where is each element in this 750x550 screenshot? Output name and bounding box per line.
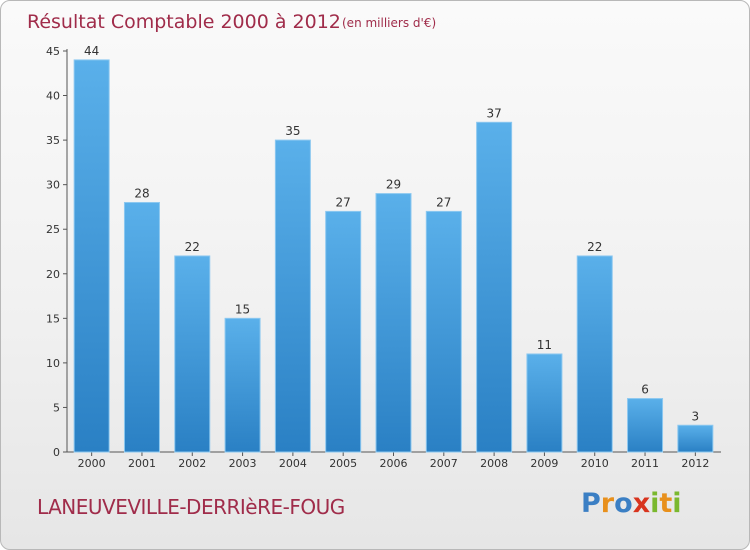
x-tick-label-2006: 2006 <box>380 457 408 470</box>
x-tick-label-2004: 2004 <box>279 457 307 470</box>
chart-subtitle: (en milliers d'€) <box>342 16 436 30</box>
bar-2008[interactable] <box>476 121 513 453</box>
bar-2006[interactable] <box>375 193 412 453</box>
bar-2009[interactable] <box>526 353 563 453</box>
data-label-2000: 44 <box>84 44 99 58</box>
bar-2000[interactable] <box>73 59 110 453</box>
x-tick-label-2012: 2012 <box>681 457 709 470</box>
data-label-2010: 22 <box>587 240 602 254</box>
bar-2002[interactable] <box>174 255 211 453</box>
logo-letter: x <box>632 488 651 519</box>
x-tick-label-2002: 2002 <box>178 457 206 470</box>
data-label-2012: 3 <box>692 409 700 423</box>
chart-bars: 44 28 22 15 35 27 29 27 37 11 22 6 3 <box>73 44 714 453</box>
x-tick-label-2003: 2003 <box>229 457 257 470</box>
y-tick-label: 45 <box>46 45 60 58</box>
y-tick-label: 10 <box>46 357 60 370</box>
x-tick-label-2011: 2011 <box>631 457 659 470</box>
data-label-2007: 27 <box>436 195 451 209</box>
data-label-2003: 15 <box>235 302 250 316</box>
logo-letter: i <box>672 488 682 519</box>
bar-2012[interactable] <box>677 424 714 453</box>
x-tick-label-2001: 2001 <box>128 457 156 470</box>
y-tick-label: 20 <box>46 268 60 281</box>
bar-2010[interactable] <box>576 255 613 453</box>
data-label-2009: 11 <box>537 338 552 352</box>
logo-letter: r <box>600 488 615 519</box>
logo-letter: P <box>581 488 601 519</box>
y-tick-label: 0 <box>53 446 60 459</box>
data-label-2001: 28 <box>134 186 149 200</box>
data-label-2002: 22 <box>185 240 200 254</box>
x-tick-label-2008: 2008 <box>480 457 508 470</box>
bar-2001[interactable] <box>123 201 160 453</box>
x-tick-label-2000: 2000 <box>78 457 106 470</box>
data-label-2011: 6 <box>641 383 649 397</box>
data-label-2008: 37 <box>486 106 501 120</box>
y-tick-label: 40 <box>46 90 60 103</box>
bar-2003[interactable] <box>224 317 261 453</box>
x-tick-label-2007: 2007 <box>430 457 458 470</box>
logo-letter: i <box>650 488 660 519</box>
chart-title: Résultat Comptable 2000 à 2012 <box>27 11 341 33</box>
data-label-2004: 35 <box>285 124 300 138</box>
bar-2007[interactable] <box>425 210 462 453</box>
y-tick-label: 35 <box>46 134 60 147</box>
bar-2005[interactable] <box>325 210 362 453</box>
chart-axes: 0 5 10 15 20 25 30 35 40 45 2000 2001 2002 2003 2004 20… <box>46 45 721 470</box>
y-tick-label: 5 <box>53 401 60 414</box>
x-tick-label-2010: 2010 <box>581 457 609 470</box>
commune-name: LANEUVEVILLE-DERRIèRE-FOUG <box>37 495 345 519</box>
bar-2011[interactable] <box>627 398 664 453</box>
y-tick-label: 15 <box>46 312 60 325</box>
proxiti-logo[interactable]: Proxiti <box>581 488 682 519</box>
x-tick-label-2005: 2005 <box>329 457 357 470</box>
logo-letter: t <box>659 488 673 519</box>
data-label-2006: 29 <box>386 178 401 192</box>
data-label-2005: 27 <box>336 195 351 209</box>
y-tick-label: 25 <box>46 223 60 236</box>
y-tick-label: 30 <box>46 179 60 192</box>
x-tick-label-2009: 2009 <box>530 457 558 470</box>
logo-letter: o <box>614 488 633 519</box>
bar-2004[interactable] <box>274 139 311 453</box>
